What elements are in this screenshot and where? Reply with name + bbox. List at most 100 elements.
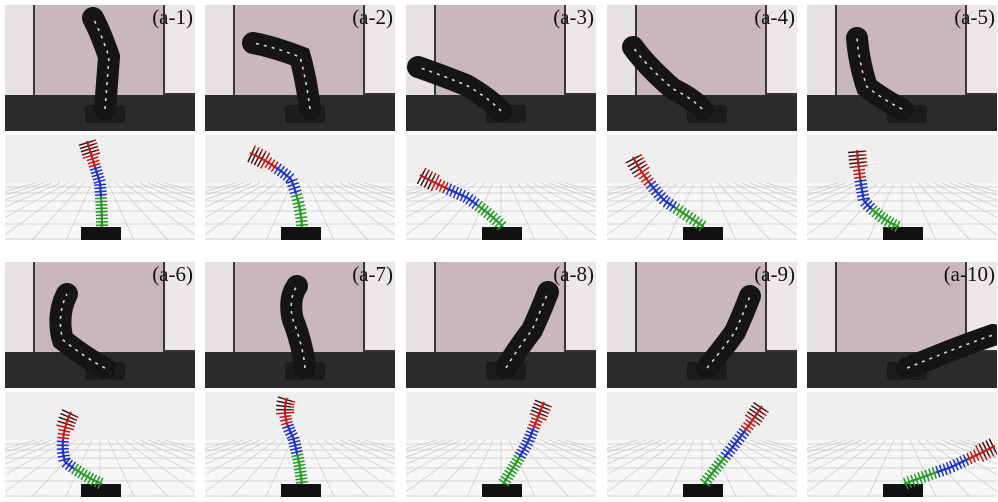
robot-photo: (a-10)	[807, 262, 997, 388]
robot-body	[622, 36, 713, 120]
segment-spine	[703, 405, 763, 485]
simulation-view	[807, 392, 997, 497]
panel-a-9: (a-9)	[607, 262, 797, 497]
sim-base	[482, 484, 522, 497]
robot-photo: (a-4)	[607, 5, 797, 131]
simulation-view	[5, 392, 195, 497]
simulation-render	[807, 392, 997, 497]
simulation-view	[205, 135, 395, 240]
left-curtain	[807, 262, 835, 362]
simulation-render	[807, 135, 997, 240]
segment-spine	[903, 445, 996, 486]
panel-label: (a-9)	[754, 262, 795, 286]
robot-photo-image	[807, 5, 997, 131]
panel-label: (a-5)	[954, 5, 995, 29]
robot-photo-image	[807, 262, 997, 388]
robot-photo: (a-3)	[406, 5, 596, 131]
simulation-view	[607, 392, 797, 497]
sim-base	[883, 484, 923, 497]
right-curtain	[767, 5, 797, 93]
robot-photo: (a-2)	[205, 5, 395, 131]
right-curtain	[365, 5, 395, 93]
panel-a-1: (a-1)	[5, 5, 195, 240]
robot-photo: (a-6)	[5, 262, 195, 388]
segment-spine	[502, 401, 546, 485]
robot-markers	[252, 42, 311, 110]
robot-photo-image	[607, 262, 797, 388]
panel-a-10: (a-10)	[807, 262, 997, 497]
right-curtain	[967, 5, 997, 93]
panel-a-4: (a-4)	[607, 5, 797, 240]
sim-base	[683, 484, 723, 497]
panel-label: (a-3)	[553, 5, 594, 29]
segment-spine	[855, 149, 900, 229]
simulation-render	[5, 135, 195, 240]
panel-a-6: (a-6)	[5, 262, 195, 497]
robot-photo-image	[406, 5, 596, 131]
panel-label: (a-2)	[352, 5, 393, 29]
robot-markers	[417, 66, 502, 112]
left-curtain	[5, 262, 33, 362]
simulation-view	[607, 135, 797, 240]
left-curtain	[205, 5, 233, 105]
simulation-render	[607, 392, 797, 497]
robot-body	[82, 7, 121, 120]
segment-spine	[632, 156, 705, 228]
left-curtain	[406, 5, 434, 105]
sim-base	[281, 227, 321, 240]
robot-photo-image	[5, 5, 195, 131]
robot-photo-image	[205, 262, 395, 388]
sim-base	[482, 227, 522, 240]
right-curtain	[566, 262, 596, 350]
robot-markers	[906, 334, 994, 369]
robot-markers	[856, 37, 903, 110]
robot-markers	[290, 285, 306, 369]
panel-label: (a-8)	[553, 262, 594, 286]
simulation-render	[205, 392, 395, 497]
right-curtain	[365, 262, 395, 350]
panel-a-2: (a-2)	[205, 5, 395, 240]
panel-label: (a-1)	[152, 5, 193, 29]
left-curtain	[406, 262, 434, 362]
simulation-render	[5, 392, 195, 497]
left-curtain	[807, 5, 835, 105]
simulation-view	[406, 392, 596, 497]
right-curtain	[566, 5, 596, 93]
simulation-view	[5, 135, 195, 240]
right-curtain	[767, 262, 797, 350]
simulation-view	[406, 135, 596, 240]
segment-spine	[283, 397, 304, 485]
robot-body	[495, 281, 559, 379]
robot-photo-image	[5, 262, 195, 388]
simulation-render	[406, 392, 596, 497]
simulation-view	[807, 135, 997, 240]
robot-photo: (a-9)	[607, 262, 797, 388]
sim-base	[81, 227, 121, 240]
simulation-render	[607, 135, 797, 240]
panel-label: (a-7)	[352, 262, 393, 286]
panel-label: (a-6)	[152, 262, 193, 286]
sim-base	[81, 484, 121, 497]
panel-a-7: (a-7)	[205, 262, 395, 497]
right-curtain	[165, 5, 195, 93]
panel-a-8: (a-8)	[406, 262, 596, 497]
robot-markers	[59, 293, 106, 369]
left-curtain	[607, 262, 635, 362]
robot-photo: (a-5)	[807, 5, 997, 131]
panel-a-3: (a-3)	[406, 5, 596, 240]
panel-label: (a-10)	[943, 262, 995, 286]
segment-spine	[419, 174, 504, 228]
sim-base	[281, 484, 321, 497]
left-curtain	[5, 5, 33, 105]
robot-body	[280, 275, 316, 379]
robot-photo-image	[205, 5, 395, 131]
segment-spine	[249, 151, 304, 228]
sim-base	[883, 227, 923, 240]
left-curtain	[205, 262, 233, 362]
sim-base	[683, 227, 723, 240]
robot-photo-image	[406, 262, 596, 388]
robot-photo: (a-7)	[205, 262, 395, 388]
robot-body	[696, 285, 761, 379]
panel-a-5: (a-5)	[807, 5, 997, 240]
